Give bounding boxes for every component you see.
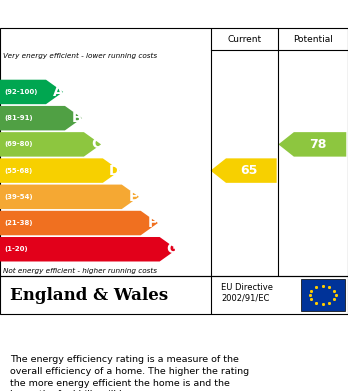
Text: (39-54): (39-54) [4,194,33,200]
Text: The energy efficiency rating is a measure of the
overall efficiency of a home. T: The energy efficiency rating is a measur… [10,355,250,391]
Polygon shape [0,185,139,209]
Text: Energy Efficiency Rating: Energy Efficiency Rating [10,7,220,22]
Text: Not energy efficient - higher running costs: Not energy efficient - higher running co… [3,267,158,274]
Polygon shape [0,237,177,262]
Text: (1-20): (1-20) [4,246,28,252]
Text: England & Wales: England & Wales [10,287,168,303]
Text: Very energy efficient - lower running costs: Very energy efficient - lower running co… [3,53,158,59]
Polygon shape [0,80,63,104]
Polygon shape [0,211,158,235]
Text: EU Directive
2002/91/EC: EU Directive 2002/91/EC [221,283,273,303]
Text: G: G [166,242,177,256]
Polygon shape [211,158,277,183]
Text: (21-38): (21-38) [4,220,33,226]
Text: B: B [72,111,82,125]
Text: (81-91): (81-91) [4,115,33,121]
Text: A: A [53,85,63,99]
Polygon shape [0,106,82,131]
Polygon shape [0,132,101,157]
Text: (92-100): (92-100) [4,89,38,95]
Text: Potential: Potential [293,35,333,44]
Text: (69-80): (69-80) [4,142,33,147]
Text: E: E [129,190,139,204]
Bar [301,279,345,311]
Text: 65: 65 [240,164,258,177]
Text: Current: Current [227,35,262,44]
Polygon shape [0,158,120,183]
Text: C: C [91,137,101,151]
Text: (55-68): (55-68) [4,168,32,174]
Polygon shape [278,132,346,157]
Text: D: D [109,163,121,178]
Text: F: F [148,216,158,230]
Text: 78: 78 [309,138,326,151]
